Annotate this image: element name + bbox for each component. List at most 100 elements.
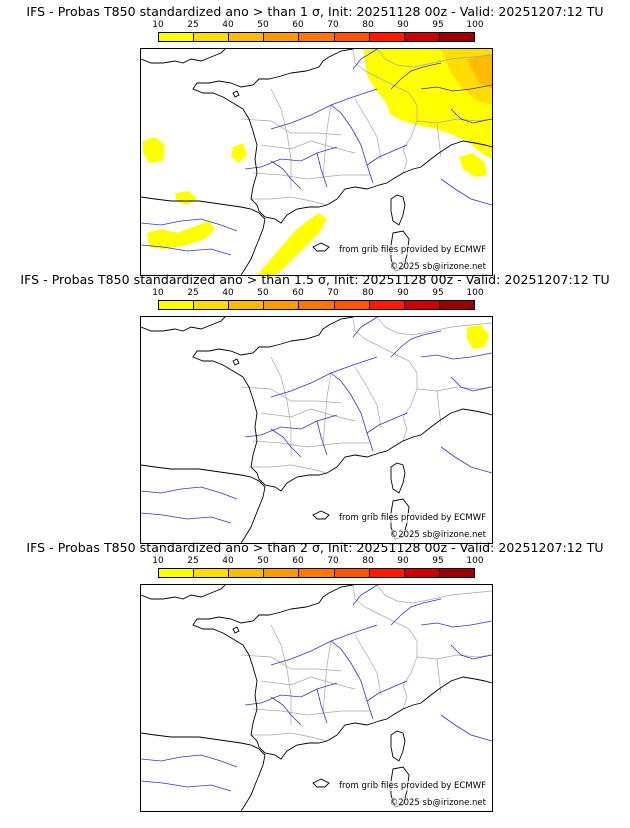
colorbar-tick-label: 100 xyxy=(466,288,484,298)
river xyxy=(244,414,338,438)
river xyxy=(244,146,338,170)
river xyxy=(420,352,492,360)
coastline-france xyxy=(192,317,394,492)
region-border xyxy=(392,120,418,180)
region-border xyxy=(251,196,328,206)
colorbar-tick-label: 40 xyxy=(222,20,234,30)
river xyxy=(316,152,328,188)
river xyxy=(330,104,374,184)
coastline-italy xyxy=(392,140,492,180)
colorbar-tick-label: 60 xyxy=(292,288,304,298)
region-border xyxy=(270,356,292,457)
coastline-england xyxy=(141,585,226,600)
colorbar-swatch xyxy=(194,301,230,309)
colorbar-swatch xyxy=(439,301,474,309)
france-map xyxy=(141,317,492,543)
river xyxy=(270,428,302,458)
colorbar-ticks: 10 25 40 50 60 70 80 90 95 100 xyxy=(0,556,630,567)
river xyxy=(440,178,492,206)
river xyxy=(141,244,232,256)
probability-area xyxy=(231,143,247,163)
colorbar-tick-label: 70 xyxy=(327,20,339,30)
region-border xyxy=(240,386,342,404)
channel-islands-outline xyxy=(232,90,240,98)
colorbar-tick-label: 90 xyxy=(397,288,409,298)
colorbar-ticks: 10 25 40 50 60 70 80 90 95 100 xyxy=(0,288,630,299)
corsica-outline xyxy=(390,730,406,762)
map-area: from grib files provided by ECMWF ©2025 … xyxy=(140,316,493,544)
map-area: from grib files provided by ECMWF ©2025 … xyxy=(140,48,493,276)
region-border xyxy=(251,732,328,742)
colorbar-tick-label: 100 xyxy=(466,20,484,30)
colorbar-swatch xyxy=(194,569,230,577)
colorbar xyxy=(158,32,475,42)
river xyxy=(420,620,492,628)
probability-area xyxy=(459,153,487,177)
coastline-france xyxy=(192,585,394,760)
river xyxy=(366,680,408,702)
colorbar-tick-label: 10 xyxy=(152,556,164,566)
colorbar-tick-label: 10 xyxy=(152,20,164,30)
region-border xyxy=(352,317,418,389)
region-border xyxy=(392,656,418,716)
channel-islands-outline xyxy=(232,626,240,634)
coastline-italy xyxy=(392,408,492,448)
coastline-england xyxy=(141,317,226,332)
river xyxy=(270,624,378,666)
probability-area xyxy=(143,137,165,163)
panel-title: IFS - Probas T850 standardized ano > tha… xyxy=(26,540,604,555)
river xyxy=(366,412,408,434)
coastline-england xyxy=(141,49,226,64)
river xyxy=(450,376,492,392)
river xyxy=(270,696,302,726)
map-panel-3: IFS - Probas T850 standardized ano > tha… xyxy=(0,540,630,812)
probability-area xyxy=(257,213,327,275)
coastline-iberia xyxy=(141,732,266,811)
probability-field xyxy=(467,325,489,349)
region-border xyxy=(322,104,332,178)
region-border xyxy=(252,708,371,716)
balearic-outline xyxy=(312,778,330,788)
colorbar-tick-label: 25 xyxy=(187,20,199,30)
river xyxy=(440,714,492,742)
france-map xyxy=(141,585,492,811)
river xyxy=(390,330,442,358)
region-border xyxy=(416,386,492,392)
region-border xyxy=(252,440,371,448)
probability-field xyxy=(143,49,492,275)
river xyxy=(330,372,374,452)
balearic-outline xyxy=(312,510,330,520)
panel-title: IFS - Probas T850 standardized ano > tha… xyxy=(20,272,610,287)
region-border xyxy=(416,654,492,660)
corsica-outline xyxy=(390,462,406,494)
colorbar-swatch xyxy=(369,569,405,577)
region-border xyxy=(270,624,292,725)
colorbar-swatch xyxy=(229,569,265,577)
river xyxy=(270,356,378,398)
river xyxy=(270,88,378,130)
river xyxy=(270,160,302,190)
colorbar-tick-label: 95 xyxy=(432,20,444,30)
corsica-outline xyxy=(390,194,406,226)
colorbar-swatch xyxy=(159,33,195,41)
colorbar xyxy=(158,300,475,310)
colorbar-swatch xyxy=(299,301,335,309)
colorbar-tick-label: 100 xyxy=(466,556,484,566)
colorbar-swatch xyxy=(334,569,370,577)
probability-area xyxy=(147,221,215,249)
river xyxy=(450,108,492,124)
colorbar-swatch xyxy=(404,569,440,577)
colorbar-swatch xyxy=(299,569,335,577)
balearic-outline xyxy=(312,242,330,252)
copyright-label: ©2025 sb@irizone.net xyxy=(389,798,486,808)
river xyxy=(141,512,232,524)
colorbar-tick-label: 50 xyxy=(257,288,269,298)
colorbar-tick-label: 40 xyxy=(222,288,234,298)
colorbar-swatch xyxy=(159,301,195,309)
coastline-iberia xyxy=(141,196,266,275)
colorbar-swatch xyxy=(159,569,195,577)
colorbar-swatch xyxy=(264,33,300,41)
river xyxy=(141,218,238,232)
river xyxy=(141,486,238,500)
region-border xyxy=(376,585,492,604)
